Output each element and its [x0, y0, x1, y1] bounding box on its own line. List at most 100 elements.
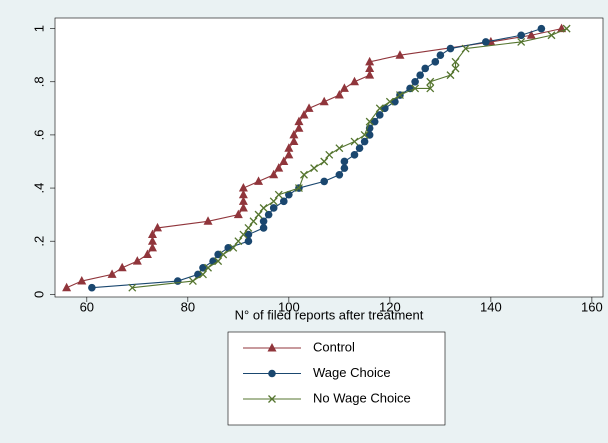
marker-triangle: [365, 70, 375, 79]
marker-x: [274, 190, 283, 199]
marker-circle: [355, 144, 364, 152]
marker-circle: [335, 170, 344, 179]
marker-x: [199, 270, 207, 279]
marker-x: [426, 84, 435, 93]
marker-x: [128, 283, 137, 292]
y-tick-label: 0: [31, 291, 46, 298]
marker-x: [268, 395, 276, 403]
marker-triangle: [132, 256, 142, 265]
x-tick-label: 120: [379, 299, 401, 314]
legend-label: Wage Choice: [313, 365, 391, 380]
marker-x: [239, 230, 248, 239]
marker-x: [320, 157, 329, 166]
x-tick-label: 100: [278, 299, 300, 314]
marker-circle: [259, 217, 268, 226]
x-tick-label: 60: [80, 299, 94, 314]
marker-circle: [431, 58, 440, 66]
marker-circle: [537, 24, 546, 33]
marker-triangle: [203, 216, 213, 225]
marker-x: [562, 24, 571, 33]
x-axis-label: N° of filed reports after treatment: [235, 307, 424, 322]
y-tick-label: .6: [31, 129, 46, 140]
marker-circle: [173, 277, 182, 285]
series-line: [91, 28, 542, 289]
marker-triangle: [274, 163, 284, 172]
y-tick-label: 1: [31, 25, 46, 32]
marker-circle: [259, 224, 268, 232]
marker-triangle: [153, 222, 163, 232]
marker-triangle: [238, 196, 248, 205]
marker-circle: [517, 31, 525, 40]
marker-circle: [370, 117, 379, 126]
marker-triangle: [284, 149, 294, 159]
marker-circle: [199, 263, 207, 272]
marker-circle: [244, 230, 253, 239]
marker-circle: [365, 131, 374, 139]
marker-triangle: [267, 343, 277, 352]
marker-circle: [416, 71, 424, 79]
marker-triangle: [304, 103, 314, 112]
marker-x: [310, 164, 319, 173]
marker-x: [219, 250, 228, 259]
marker-x: [204, 263, 212, 272]
marker-x: [300, 170, 308, 179]
marker-x: [244, 223, 253, 232]
marker-circle: [421, 64, 430, 73]
marker-triangle: [233, 209, 243, 219]
marker-circle: [350, 151, 359, 159]
marker-x: [451, 64, 460, 73]
marker-x: [461, 44, 470, 53]
marker-circle: [269, 204, 278, 212]
marker-x: [396, 91, 404, 100]
marker-triangle: [254, 176, 264, 185]
marker-circle: [446, 44, 455, 53]
marker-circle: [279, 197, 288, 206]
marker-triangle: [147, 229, 157, 239]
marker-circle: [268, 369, 276, 378]
legend-label: No Wage Choice: [313, 390, 411, 405]
marker-triangle: [334, 90, 344, 99]
marker-triangle: [526, 30, 536, 39]
marker-x: [350, 137, 359, 146]
marker-x: [360, 130, 369, 139]
marker-triangle: [107, 269, 117, 278]
marker-triangle: [238, 183, 248, 192]
x-tick-label: 160: [581, 299, 603, 314]
y-tick-label: .2: [31, 236, 46, 247]
marker-x: [547, 31, 556, 40]
marker-x: [411, 84, 420, 93]
marker-x: [325, 150, 334, 159]
marker-triangle: [350, 76, 360, 86]
marker-circle: [244, 237, 253, 245]
marker-circle: [214, 250, 222, 259]
marker-x: [335, 144, 344, 153]
marker-triangle: [238, 202, 248, 212]
marker-x: [294, 184, 303, 193]
marker-triangle: [299, 109, 309, 119]
marker-circle: [360, 137, 369, 146]
marker-triangle: [395, 50, 405, 59]
marker-triangle: [238, 189, 248, 199]
marker-x: [451, 57, 460, 66]
marker-triangle: [365, 56, 375, 66]
marker-triangle: [117, 262, 127, 272]
y-tick-label: .4: [31, 183, 46, 194]
marker-triangle: [339, 83, 349, 92]
marker-x: [249, 217, 258, 226]
y-tick-label: .8: [31, 76, 46, 87]
marker-circle: [482, 38, 490, 46]
marker-x: [365, 117, 374, 126]
marker-triangle: [294, 123, 304, 132]
marker-triangle: [294, 116, 304, 126]
marker-x: [385, 97, 394, 106]
marker-triangle: [77, 276, 87, 285]
marker-circle: [340, 164, 349, 172]
marker-circle: [436, 51, 445, 59]
marker-triangle: [365, 63, 375, 72]
marker-circle: [88, 283, 96, 292]
marker-x: [426, 77, 435, 86]
marker-circle: [285, 190, 293, 199]
marker-x: [188, 277, 197, 286]
marker-triangle: [284, 143, 294, 152]
